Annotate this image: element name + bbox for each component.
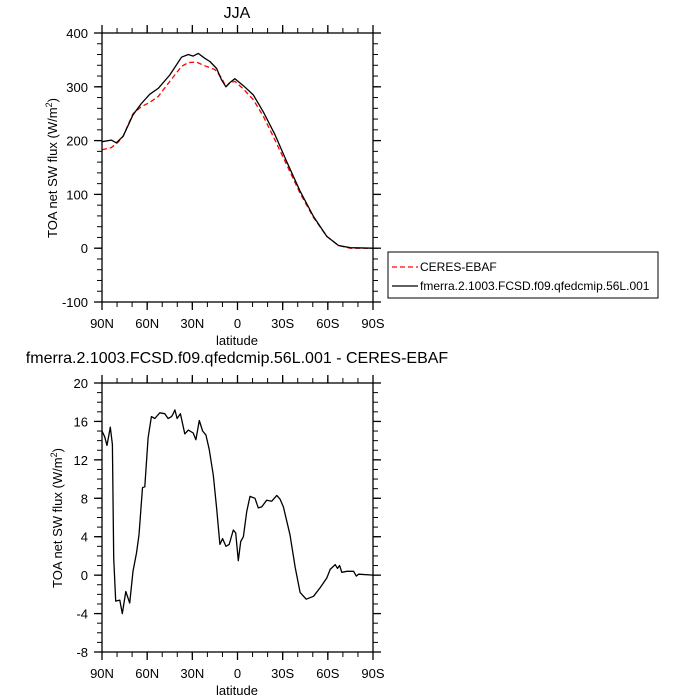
x-axis-label: latitude [216,333,258,348]
x-tick-label: 90S [361,316,384,331]
x-tick-label: 30N [180,666,204,681]
x-tick-label: 0 [234,316,241,331]
x-tick-label: 30S [271,316,294,331]
y-tick-label: -8 [76,645,88,660]
x-tick-label: 90S [361,666,384,681]
y-tick-label: 100 [66,187,88,202]
y-axis-label: TOA net SW flux (W/m2) [44,98,60,238]
x-tick-label: 60S [316,316,339,331]
chart-title: JJA [224,5,251,22]
y-tick-label: 0 [81,241,88,256]
series-line-0 [101,409,374,615]
chart-title: fmerra.2.1003.FCSD.f09.qfedcmip.56L.001 … [26,350,449,367]
x-tick-label: 90N [90,316,114,331]
top-panel-jja: JJA latitude TOA net SW flux (W/m2) CERE… [44,5,659,348]
x-axis-label: latitude [216,683,258,698]
y-tick-label: 20 [74,376,88,391]
y-tick-label: 16 [74,414,88,429]
y-tick-label: 4 [81,530,88,545]
bottom-panel-difference: fmerra.2.1003.FCSD.f09.qfedcmip.56L.001 … [26,350,449,698]
series-line-1 [101,52,374,249]
plot-frame [101,32,374,303]
legend-box [387,251,659,299]
y-tick-label: -100 [62,295,88,310]
y-tick-label: 400 [66,26,88,41]
x-tick-label: 30S [271,666,294,681]
x-tick-label: 60N [135,666,159,681]
y-tick-label: 300 [66,80,88,95]
y-tick-label: 8 [81,491,88,506]
x-tick-label: 60N [135,316,159,331]
x-tick-label: 60S [316,666,339,681]
x-tick-label: 30N [180,316,204,331]
x-tick-label: 90N [90,666,114,681]
y-tick-label: -4 [76,607,88,622]
legend-label-ceres: CERES-EBAF [420,260,497,274]
y-axis-label: TOA net SW flux (W/m2) [49,448,65,588]
plot-frame [101,382,374,653]
legend-label-model: fmerra.2.1003.FCSD.f09.qfedcmip.56L.001 [420,279,650,293]
series-line-0 [101,61,373,249]
legend: CERES-EBAF fmerra.2.1003.FCSD.f09.qfedcm… [387,251,659,299]
y-tick-label: 12 [74,453,88,468]
y-tick-label: 200 [66,134,88,149]
x-tick-label: 0 [234,666,241,681]
y-tick-label: 0 [81,568,88,583]
